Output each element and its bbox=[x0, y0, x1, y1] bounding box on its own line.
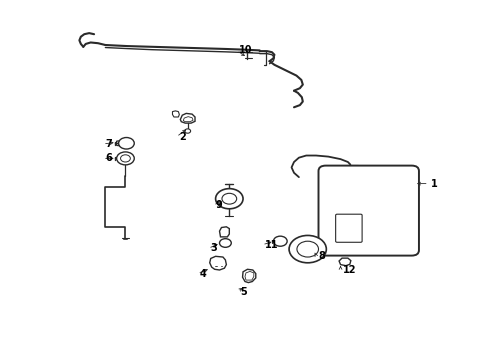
Polygon shape bbox=[180, 113, 195, 123]
Text: 4: 4 bbox=[200, 269, 207, 279]
Circle shape bbox=[289, 235, 326, 263]
Circle shape bbox=[121, 155, 130, 162]
Polygon shape bbox=[339, 258, 351, 266]
Polygon shape bbox=[245, 271, 254, 280]
Text: 11: 11 bbox=[265, 240, 278, 250]
Circle shape bbox=[222, 193, 237, 204]
Text: 9: 9 bbox=[216, 200, 222, 210]
FancyBboxPatch shape bbox=[336, 214, 362, 242]
Text: 2: 2 bbox=[179, 132, 186, 142]
Circle shape bbox=[117, 152, 134, 165]
Polygon shape bbox=[117, 140, 126, 146]
Text: 1: 1 bbox=[431, 179, 438, 189]
Circle shape bbox=[220, 239, 231, 247]
Circle shape bbox=[119, 138, 134, 149]
Circle shape bbox=[185, 129, 191, 133]
Text: 5: 5 bbox=[240, 287, 247, 297]
FancyBboxPatch shape bbox=[318, 166, 419, 256]
Circle shape bbox=[273, 236, 287, 246]
Text: 6: 6 bbox=[105, 153, 112, 163]
Polygon shape bbox=[172, 111, 179, 117]
Text: 12: 12 bbox=[343, 265, 357, 275]
Polygon shape bbox=[243, 269, 256, 283]
Text: 7: 7 bbox=[105, 139, 112, 149]
Circle shape bbox=[297, 241, 318, 257]
Polygon shape bbox=[210, 256, 226, 270]
Text: 8: 8 bbox=[318, 251, 325, 261]
Text: 10: 10 bbox=[239, 45, 253, 55]
Polygon shape bbox=[220, 227, 229, 237]
Circle shape bbox=[216, 189, 243, 209]
Text: 3: 3 bbox=[211, 243, 218, 253]
Polygon shape bbox=[183, 117, 193, 122]
